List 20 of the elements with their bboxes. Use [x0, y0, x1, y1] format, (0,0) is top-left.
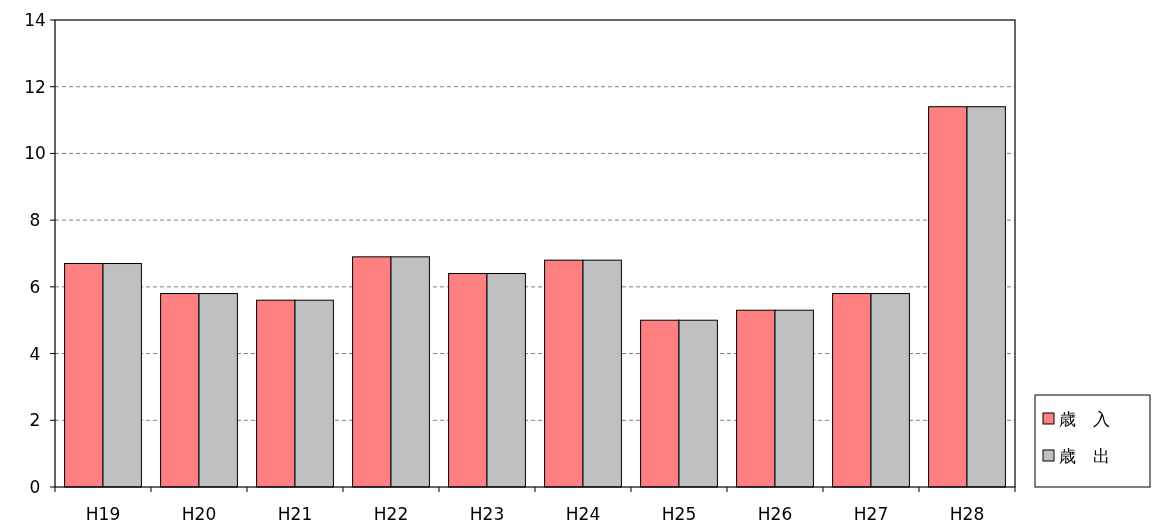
- x-tick-label: H20: [181, 504, 217, 524]
- y-tick-label: 14: [24, 10, 46, 30]
- y-tick-label: 12: [24, 76, 46, 97]
- x-tick-label: H27: [853, 504, 889, 524]
- x-tick-label: H25: [661, 504, 697, 524]
- y-tick-label: 6: [29, 276, 41, 297]
- x-tick-label: H22: [373, 504, 409, 524]
- x-tick-label: H24: [565, 504, 601, 524]
- x-tick-label: H21: [277, 504, 313, 524]
- legend-label: 歳 出: [1059, 446, 1110, 466]
- y-tick-label: 2: [29, 410, 41, 431]
- x-tick-label: H23: [469, 504, 505, 524]
- y-tick-label: 4: [29, 343, 41, 364]
- y-tick-label: 10: [24, 143, 46, 164]
- y-tick-label: 8: [29, 210, 41, 231]
- x-tick-label: H28: [949, 504, 985, 524]
- x-tick-label: H19: [85, 504, 121, 524]
- y-tick-label: 0: [29, 477, 41, 497]
- x-tick-label: H26: [757, 504, 793, 524]
- legend-label: 歳 入: [1059, 409, 1110, 429]
